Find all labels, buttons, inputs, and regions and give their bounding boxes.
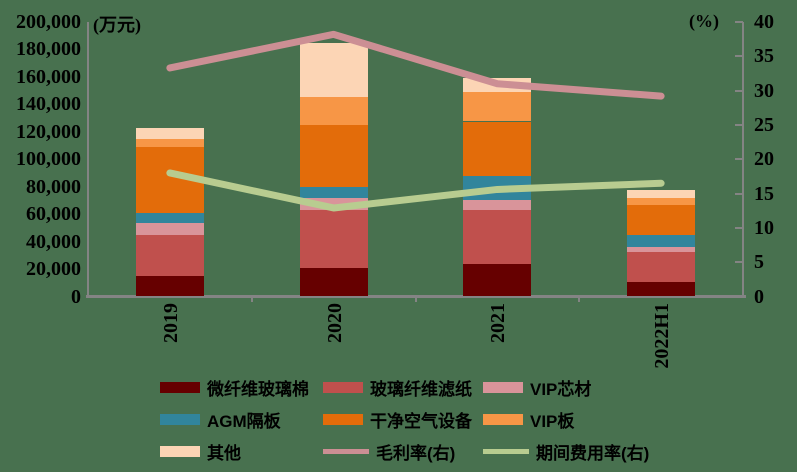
- legend-item-6: 其他: [160, 441, 241, 463]
- legend-item-5: VIP板: [483, 409, 575, 431]
- legend-label: 毛利率(右): [376, 443, 456, 463]
- x-axis-label: 2019: [159, 303, 182, 343]
- x-axis-tick: [250, 295, 253, 302]
- bar-segment-5-3: [627, 197, 696, 206]
- left-y-axis-line: [87, 22, 89, 297]
- right-axis-tick: [735, 123, 743, 126]
- right-axis-tick-label: 40: [754, 11, 774, 33]
- right-axis-tick: [735, 261, 743, 264]
- legend-item-4: 干净空气设备: [323, 409, 472, 431]
- legend-bar-swatch: [160, 381, 200, 393]
- right-axis-tick: [735, 295, 743, 298]
- right-axis-unit-label: (%): [689, 11, 719, 31]
- x-axis-tick: [578, 295, 581, 302]
- bar-segment-4-0: [135, 146, 204, 213]
- legend-item-2: VIP芯材: [483, 377, 592, 399]
- left-axis-unit-label: (万元): [93, 15, 141, 35]
- legend-bar-swatch: [323, 413, 363, 425]
- left-axis-tick-label: 20,000: [26, 258, 81, 281]
- right-axis-tick-label: 30: [754, 79, 774, 102]
- left-axis-tick-label: 120,000: [16, 120, 81, 143]
- legend-item-1: 玻璃纤维滤纸: [323, 377, 472, 399]
- legend-bar-swatch: [483, 413, 523, 425]
- bar-segment-6-0: [135, 127, 204, 139]
- right-axis-tick-label: 35: [754, 45, 774, 68]
- bar-segment-6-1: [299, 42, 368, 98]
- legend-item-3: AGM隔板: [160, 409, 281, 431]
- legend-label: 期间费用率(右): [536, 443, 650, 463]
- right-axis-tick-label: 20: [754, 148, 774, 171]
- bar-segment-0-1: [299, 268, 368, 297]
- bar-segment-4-3: [627, 205, 696, 235]
- left-axis-tick-label: 40,000: [26, 230, 81, 253]
- legend-bar-swatch: [160, 445, 200, 457]
- legend-label: AGM隔板: [207, 411, 281, 431]
- left-axis-tick-label: 200,000: [16, 11, 81, 33]
- bar-segment-0-3: [627, 282, 696, 297]
- bar-segment-1-1: [299, 210, 368, 269]
- legend-label: 干净空气设备: [370, 411, 472, 431]
- bar-segment-2-3: [627, 246, 696, 252]
- bar-segment-0-2: [463, 263, 532, 297]
- left-axis-tick-label: 0: [71, 285, 81, 308]
- line-series-0: [166, 30, 665, 100]
- x-axis-label: 2021: [487, 303, 510, 343]
- legend-line-swatch: [483, 448, 529, 454]
- right-axis-tick: [735, 89, 743, 92]
- bar-segment-6-3: [627, 190, 696, 198]
- bar-segment-0-0: [135, 275, 204, 297]
- legend-bar-swatch: [483, 381, 523, 393]
- bar-segment-4-1: [299, 124, 368, 187]
- left-axis-tick-label: 80,000: [26, 175, 81, 198]
- right-axis-tick-label: 10: [754, 216, 774, 239]
- legend-label: 玻璃纤维滤纸: [370, 379, 472, 399]
- bar-segment-1-3: [627, 251, 696, 283]
- bar-segment-3-3: [627, 234, 696, 247]
- left-axis-tick-label: 180,000: [16, 38, 81, 61]
- right-axis-tick-label: 15: [754, 182, 774, 205]
- right-axis-tick: [735, 21, 743, 23]
- legend-item-8: 期间费用率(右): [483, 441, 650, 463]
- legend-label: VIP芯材: [530, 379, 592, 399]
- left-axis-tick-label: 160,000: [16, 65, 81, 88]
- bar-segment-5-2: [463, 91, 532, 122]
- bar-segment-1-0: [135, 234, 204, 276]
- legend-label: VIP板: [530, 411, 575, 431]
- right-axis-tick: [735, 192, 743, 195]
- bar-segment-5-1: [299, 97, 368, 125]
- legend-label: 微纤维玻璃棉: [207, 379, 309, 399]
- right-axis-tick-label: 25: [754, 113, 774, 136]
- right-axis-tick-label: 5: [754, 251, 764, 274]
- legend-label: 其他: [207, 443, 241, 463]
- right-axis-tick: [735, 226, 743, 229]
- left-axis-tick-label: 60,000: [26, 203, 81, 226]
- left-axis-tick-label: 100,000: [16, 148, 81, 171]
- x-axis-label: 2020: [323, 303, 346, 343]
- legend-item-7: 毛利率(右): [323, 441, 456, 463]
- right-axis-tick: [735, 158, 743, 161]
- x-axis-label: 2022H1: [651, 303, 674, 369]
- legend-item-0: 微纤维玻璃棉: [160, 377, 309, 399]
- bar-segment-6-2: [463, 78, 532, 92]
- x-axis-tick: [414, 295, 417, 302]
- bar-segment-5-0: [135, 138, 204, 147]
- legend-bar-swatch: [160, 413, 200, 425]
- bar-segment-4-2: [463, 121, 532, 177]
- right-y-axis-line: [742, 22, 744, 297]
- legend-bar-swatch: [323, 381, 363, 393]
- left-axis-tick-label: 140,000: [16, 93, 81, 116]
- right-axis-tick: [735, 55, 743, 58]
- line-series-1: [166, 169, 665, 212]
- bar-segment-2-0: [135, 223, 204, 235]
- legend-line-swatch: [323, 448, 369, 454]
- bar-segment-1-2: [463, 210, 532, 264]
- bar-segment-2-1: [299, 198, 368, 211]
- bar-segment-2-2: [463, 199, 532, 211]
- bar-segment-3-2: [463, 176, 532, 200]
- bar-segment-3-1: [299, 186, 368, 199]
- right-axis-tick-label: 0: [754, 285, 764, 308]
- bar-segment-3-0: [135, 212, 204, 224]
